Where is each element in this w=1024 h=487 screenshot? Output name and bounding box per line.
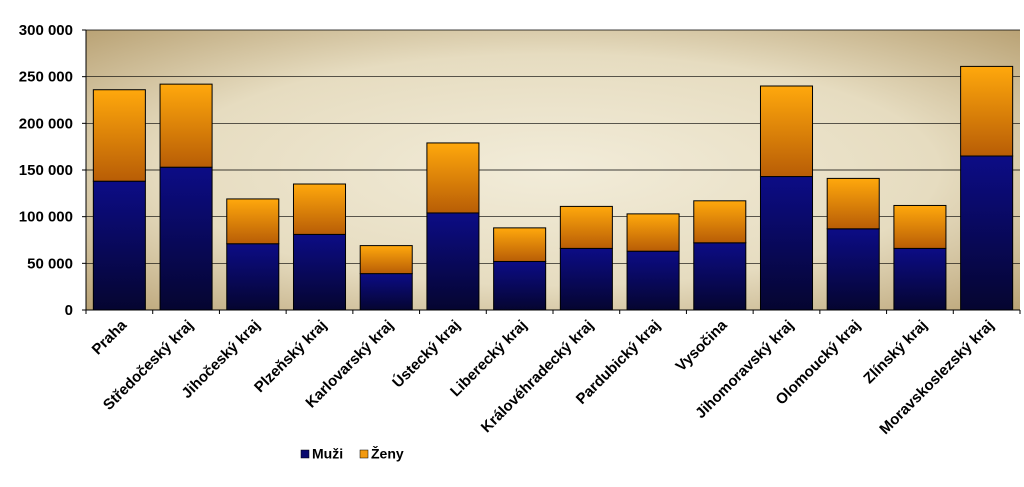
- bar-muzi: [759, 176, 814, 311]
- y-tick-label: 100 000: [19, 209, 73, 226]
- legend-swatch-zeny: [359, 449, 369, 459]
- y-tick-label: 300 000: [19, 22, 73, 39]
- y-tick-label: 250 000: [19, 69, 73, 86]
- x-tick-label: Vysočina: [672, 316, 731, 375]
- bar-muzi: [626, 250, 680, 311]
- legend-label-zeny: Ženy: [371, 445, 404, 462]
- x-tick-label: Zlínský kraj: [860, 317, 930, 387]
- y-tick-label: 200 000: [19, 115, 73, 132]
- y-tick-label: 0: [65, 302, 73, 319]
- bar-muzi: [426, 212, 480, 311]
- bar-zeny: [493, 227, 547, 262]
- bar-zeny: [292, 183, 347, 235]
- bar-muzi: [893, 247, 947, 311]
- bar-zeny: [759, 85, 814, 178]
- bar-zeny: [626, 213, 680, 252]
- bar-zeny: [693, 200, 747, 244]
- bar-muzi: [826, 228, 880, 311]
- bar-zeny: [960, 65, 1014, 157]
- bar-muzi: [693, 242, 747, 311]
- y-tick-label: 50 000: [27, 255, 73, 272]
- bars: [92, 65, 1014, 311]
- y-tick-label: 150 000: [19, 162, 73, 179]
- x-tick-label: Moravskoslezský kraj: [876, 317, 997, 438]
- bar-muzi: [359, 273, 413, 311]
- bar-zeny: [92, 89, 146, 182]
- legend-swatch-muzi: [300, 449, 310, 459]
- x-tick-label: Praha: [89, 316, 131, 358]
- bar-zeny: [426, 142, 480, 214]
- bar-muzi: [559, 247, 613, 311]
- bar-zeny: [893, 204, 947, 249]
- bar-muzi: [493, 260, 547, 311]
- y-axis-tick-labels: 0 50 000 100 000 150 000 200 000 250 000 300 0…: [19, 22, 73, 319]
- legend-label-muzi: Muži: [312, 446, 343, 462]
- bar-zeny: [559, 205, 613, 249]
- bar-muzi: [292, 233, 347, 311]
- bar-muzi: [159, 166, 213, 311]
- x-tick-label: Královéhradecký kraj: [478, 317, 597, 436]
- bar-zeny: [359, 245, 413, 275]
- x-tick-label: Ústecký kraj: [389, 316, 464, 391]
- bar-zeny: [226, 198, 280, 245]
- bar-muzi: [226, 243, 280, 311]
- bar-zeny: [159, 83, 213, 168]
- bar-muzi: [960, 155, 1014, 311]
- legend: Muži Ženy: [300, 445, 404, 462]
- bar-zeny: [826, 177, 880, 230]
- bar-muzi: [92, 180, 146, 311]
